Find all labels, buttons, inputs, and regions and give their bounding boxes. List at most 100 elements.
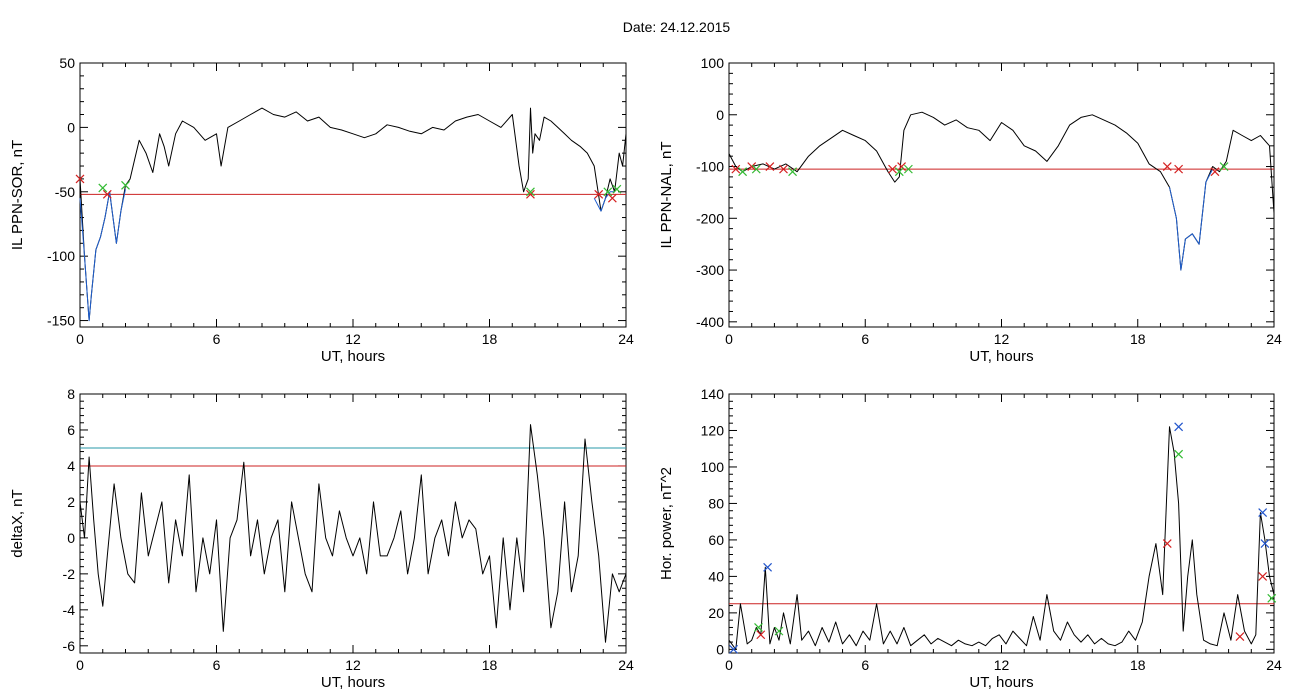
marker-green-x (751, 164, 761, 174)
y-tick-label: 4 (67, 458, 75, 474)
marker-green-x (612, 184, 622, 194)
y-tick-label: 0 (67, 530, 75, 546)
y-tick-label: -2 (63, 566, 76, 582)
x-tick-label: 6 (861, 331, 869, 347)
chart-panel-3: 0 6 12 18 24 8 6 4 2 0 -2 -4 -6 UT, hours deltaX, nT (9, 386, 634, 691)
marker-red-x-stroke (765, 162, 775, 171)
marker-green-x (738, 167, 748, 177)
y-tick-label: -100 (696, 159, 724, 175)
x-axis-label: UT, hours (969, 348, 1033, 365)
marker-red-x (747, 162, 757, 171)
marker-green-x-stroke (774, 626, 784, 636)
x-tick-label: 12 (345, 331, 361, 347)
marker-red-x-stroke (747, 162, 757, 171)
marker-red-x (1258, 571, 1268, 581)
marker-green-x (603, 187, 613, 197)
marker-blue-x (1260, 539, 1270, 548)
x-axis-label: UT, hours (321, 348, 385, 365)
x-tick-label: 12 (345, 657, 361, 673)
plot-frame (79, 393, 627, 654)
marker-red-x (1162, 162, 1172, 171)
y-tick-label: -300 (696, 262, 724, 278)
y-tick-label: 80 (708, 495, 724, 511)
marker-red-x (888, 164, 897, 174)
marker-red-x-stroke (756, 630, 766, 640)
x-axis-label: UT, hours (321, 674, 385, 691)
marker-blue-x-stroke (1258, 508, 1268, 517)
marker-red-x (75, 174, 85, 184)
marker-red-x-stroke (897, 162, 907, 171)
y-tick-label: 120 (701, 422, 725, 438)
data-series-line (79, 107, 627, 322)
marker-red-x-stroke (1162, 162, 1172, 171)
marker-blue-x (763, 562, 773, 572)
x-tick-label: 24 (1266, 657, 1282, 673)
marker-green-x (774, 626, 784, 636)
x-tick-label: 24 (618, 331, 634, 347)
y-tick-label: 140 (701, 386, 725, 402)
marker-green-x-stroke (754, 623, 763, 632)
y-tick-label: -200 (696, 210, 724, 226)
x-tick-label: 6 (213, 331, 221, 347)
marker-green-x-stroke (612, 184, 622, 194)
marker-green-x (754, 623, 763, 632)
marker-red-x-stroke (75, 174, 85, 184)
marker-red-x (607, 193, 617, 203)
x-tick-label: 12 (994, 331, 1010, 347)
marker-red-x (1210, 167, 1220, 177)
y-tick-label: -50 (55, 184, 75, 200)
marker-green-x-stroke (751, 164, 761, 174)
y-tick-label: 100 (701, 55, 725, 71)
y-tick-label: 0 (716, 641, 724, 657)
y-tick-label: -150 (47, 313, 75, 329)
marker-blue-x-stroke (729, 644, 738, 654)
marker-blue-x (1258, 508, 1268, 517)
marker-red-x (526, 189, 535, 199)
page-title: Date: 24.12.2015 (622, 19, 731, 35)
y-tick-label: 2 (67, 494, 75, 510)
x-tick-label: 0 (725, 331, 733, 347)
data-series-line (79, 424, 627, 643)
x-tick-label: 6 (213, 657, 221, 673)
highlight-series-1 (79, 189, 126, 322)
marker-green-x (903, 164, 913, 174)
marker-blue-x (1174, 422, 1184, 432)
marker-red-x (756, 630, 766, 640)
marker-green-x (526, 187, 535, 197)
y-tick-label: 0 (716, 107, 724, 123)
y-tick-label: 100 (701, 459, 725, 475)
x-tick-label: 18 (482, 657, 498, 673)
marker-red-x-stroke (1174, 164, 1184, 174)
marker-green-x (1174, 449, 1184, 459)
marker-red-x (1162, 539, 1172, 548)
marker-red-x-stroke (779, 164, 788, 174)
y-tick-label: 40 (708, 568, 724, 584)
y-tick-label: 6 (67, 422, 75, 438)
y-tick-label: 8 (67, 386, 75, 402)
marker-red-x (1174, 164, 1184, 174)
y-axis-label: IL PPN-SOR, nT (9, 140, 26, 250)
marker-red-x-stroke (731, 164, 741, 174)
y-tick-label: -6 (63, 638, 76, 654)
y-axis-label: deltaX, nT (9, 489, 26, 557)
y-axis-label: IL PPN-NAL, nT (658, 142, 675, 249)
marker-red-x-stroke (1235, 632, 1245, 642)
plot-frame (79, 62, 627, 328)
chart-panel-1: 0 6 12 18 24 50 0 -50 -100 -150 UT, hours IL PPN-SO… (9, 55, 634, 365)
marker-red-x-stroke (594, 189, 604, 199)
x-tick-label: 6 (861, 657, 869, 673)
x-axis-label: UT, hours (969, 674, 1033, 691)
data-series-line (728, 111, 1275, 271)
marker-green-x (121, 180, 130, 190)
y-tick-label: 50 (59, 55, 75, 71)
y-tick-label: -4 (63, 602, 76, 618)
marker-green-x-stroke (121, 180, 130, 190)
marker-red-x (102, 189, 112, 199)
plot-frame (728, 393, 1275, 654)
highlight-series-1 (1169, 168, 1214, 271)
marker-green-x-stroke (603, 187, 613, 197)
marker-green-x (894, 167, 904, 177)
marker-blue-x-stroke (1174, 422, 1184, 432)
marker-red-x (897, 162, 907, 171)
